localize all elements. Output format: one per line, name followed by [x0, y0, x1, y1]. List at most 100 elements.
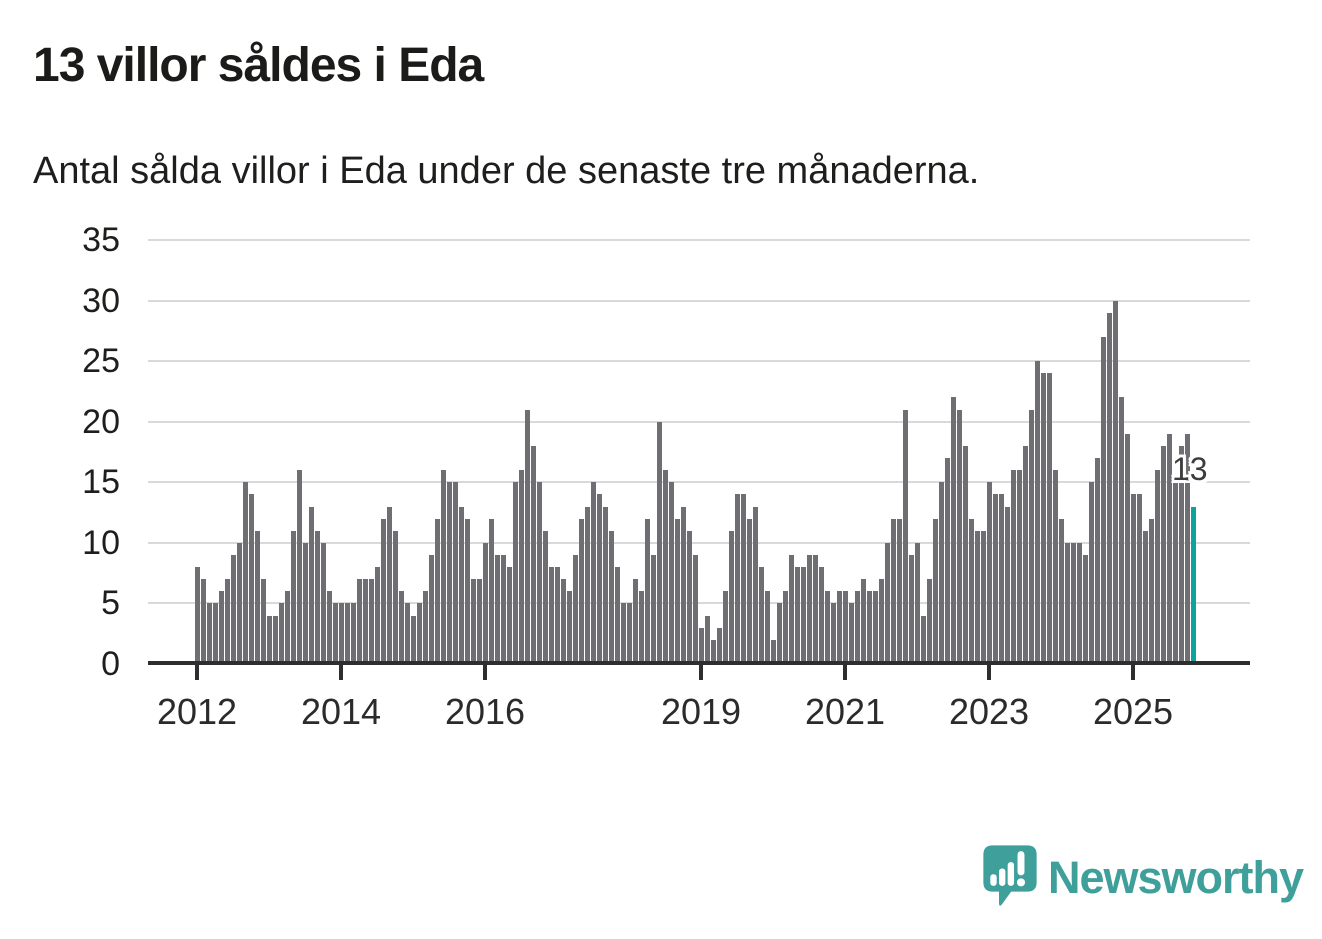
bar: [518, 470, 524, 664]
bar: [866, 591, 872, 664]
bar: [266, 615, 272, 664]
bar: [302, 542, 308, 664]
bar: [1166, 433, 1172, 664]
bar: [896, 518, 902, 664]
chart-subtitle: Antal sålda villor i Eda under de senast…: [33, 150, 980, 192]
bar: [440, 470, 446, 664]
bar: [578, 518, 584, 664]
x-tick-label: 2023: [948, 691, 1030, 732]
newsworthy-logo-icon: [981, 843, 1039, 914]
bar: [470, 579, 476, 664]
bar: [944, 458, 950, 664]
bar: [1160, 445, 1166, 664]
bar: [764, 591, 770, 664]
bar: [722, 591, 728, 664]
bar: [398, 591, 404, 664]
bar: [614, 567, 620, 664]
bar: [998, 494, 1004, 664]
y-tick-label: 15: [82, 463, 120, 502]
bar: [482, 542, 488, 664]
bar: [1034, 361, 1040, 664]
bar: [380, 518, 386, 664]
bar: [476, 579, 482, 664]
highlighted-bar: [1190, 506, 1196, 664]
bar: [548, 567, 554, 664]
bar: [1142, 530, 1148, 664]
bar: [794, 567, 800, 664]
bar: [1118, 397, 1124, 664]
y-tick-label: 20: [82, 402, 120, 441]
bar: [872, 591, 878, 664]
bar: [212, 603, 218, 664]
bar: [1052, 470, 1058, 664]
bar: [818, 567, 824, 664]
bar: [242, 482, 248, 664]
bar: [638, 591, 644, 664]
bar: [692, 554, 698, 664]
bar: [968, 518, 974, 664]
bar: [728, 530, 734, 664]
bar: [1040, 373, 1046, 664]
bar: [524, 409, 530, 664]
bar: [1016, 470, 1022, 664]
bar: [920, 615, 926, 664]
bar: [836, 591, 842, 664]
bar: [1064, 542, 1070, 664]
bar: [860, 579, 866, 664]
bar: [458, 506, 464, 664]
bar: [236, 542, 242, 664]
x-axis-tick: [699, 665, 703, 680]
bar: [326, 591, 332, 664]
bar: [200, 579, 206, 664]
bar: [704, 615, 710, 664]
bar: [758, 567, 764, 664]
bar: [698, 627, 704, 664]
bar: [986, 482, 992, 664]
bar: [344, 603, 350, 664]
bar: [1154, 470, 1160, 664]
bar: [422, 591, 428, 664]
bar: [686, 530, 692, 664]
bar: [560, 579, 566, 664]
bar: [350, 603, 356, 664]
x-tick-label: 2019: [660, 691, 742, 732]
newsworthy-logo-text: Newsworthy: [1048, 852, 1304, 903]
bar: [842, 591, 848, 664]
bar: [374, 567, 380, 664]
bar: [1058, 518, 1064, 664]
x-tick-label: 2012: [156, 691, 238, 732]
x-axis-line: [148, 661, 1250, 665]
y-tick-label: 30: [82, 281, 120, 320]
bar: [800, 567, 806, 664]
bar: [356, 579, 362, 664]
bar: [1010, 470, 1016, 664]
bar: [1130, 494, 1136, 664]
y-tick-label: 5: [101, 584, 120, 623]
bar: [500, 554, 506, 664]
bar: [1088, 482, 1094, 664]
x-axis-tick: [195, 665, 199, 680]
bar: [1100, 336, 1106, 664]
bar: [848, 603, 854, 664]
bar: [368, 579, 374, 664]
grid-line: [148, 481, 1250, 484]
bar: [1094, 458, 1100, 664]
bar: [530, 445, 536, 664]
bar: [428, 554, 434, 664]
bar: [620, 603, 626, 664]
bar: [992, 494, 998, 664]
bar: [1124, 433, 1130, 664]
bar: [674, 518, 680, 664]
bar: [806, 554, 812, 664]
bar: [746, 518, 752, 664]
bar: [278, 603, 284, 664]
bar: [752, 506, 758, 664]
bar: [1022, 445, 1028, 664]
y-tick-label: 35: [82, 221, 120, 259]
bar: [248, 494, 254, 664]
grid-line: [148, 602, 1250, 605]
bar: [740, 494, 746, 664]
x-tick-label: 2021: [804, 691, 886, 732]
x-axis-tick: [843, 665, 847, 680]
bar: [332, 603, 338, 664]
